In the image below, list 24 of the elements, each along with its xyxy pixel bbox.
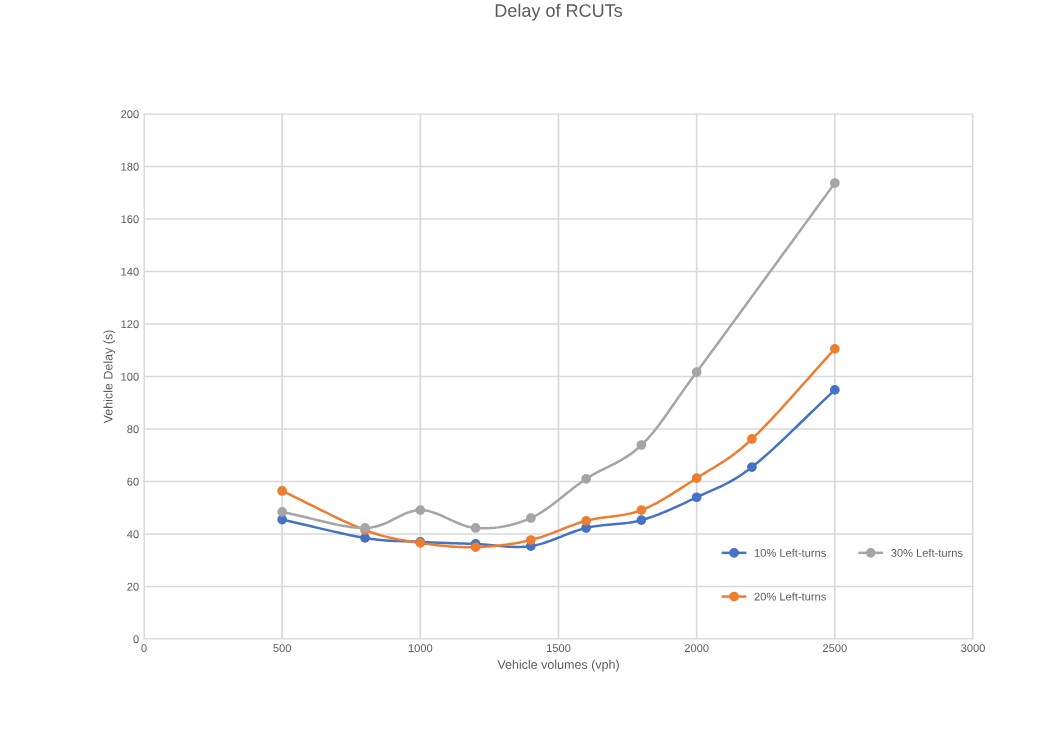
y-axis-title: Vehicle Delay (s) <box>103 330 116 424</box>
y-tick-label: 80 <box>127 425 139 434</box>
x-tick-label: 2000 <box>684 644 709 653</box>
y-tick-label: 140 <box>121 267 139 276</box>
y-tick-label: 120 <box>121 320 139 329</box>
y-tick-label: 40 <box>127 530 139 539</box>
y-tick-label: 100 <box>121 372 139 381</box>
legend-label: 30% Left-turns <box>891 548 963 557</box>
y-tick-label: 20 <box>127 582 139 591</box>
legend-label: 10% Left-turns <box>754 548 826 557</box>
x-tick-label: 1000 <box>408 644 433 653</box>
legend-label: 20% Left-turns <box>754 592 826 601</box>
x-tick-label: 1500 <box>546 644 571 653</box>
x-axis-title: Vehicle volumes (vph) <box>497 659 619 672</box>
y-tick-label: 200 <box>121 110 139 119</box>
chart-title: Delay of RCUTs <box>495 3 623 21</box>
x-tick-label: 500 <box>273 644 291 653</box>
y-tick-label: 0 <box>133 635 139 644</box>
y-tick-label: 160 <box>121 215 139 224</box>
y-tick-label: 180 <box>121 162 139 171</box>
x-tick-label: 0 <box>141 644 147 653</box>
x-tick-label: 3000 <box>961 644 985 653</box>
y-tick-label: 60 <box>127 477 139 486</box>
x-tick-label: 2500 <box>823 644 847 653</box>
